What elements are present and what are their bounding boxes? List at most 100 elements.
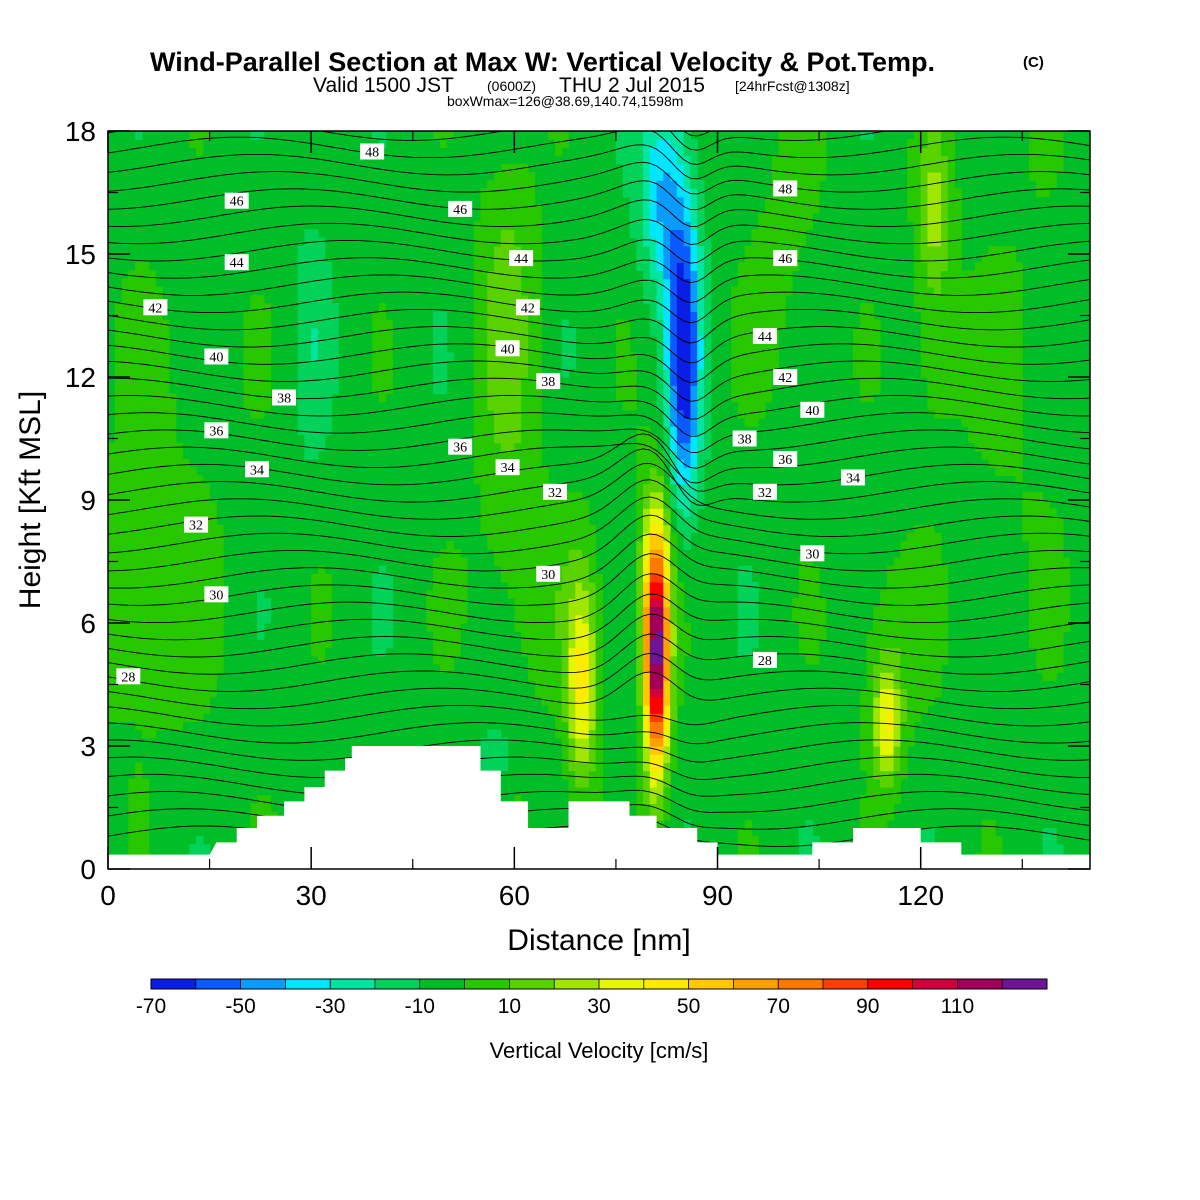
velocity-cell bbox=[121, 450, 129, 460]
velocity-cell bbox=[216, 664, 224, 673]
velocity-cell bbox=[331, 352, 339, 362]
velocity-cell bbox=[792, 614, 800, 624]
velocity-cell bbox=[250, 352, 258, 362]
velocity-cell bbox=[764, 262, 773, 271]
velocity-cell bbox=[433, 131, 441, 140]
velocity-cell bbox=[297, 409, 305, 419]
velocity-cell bbox=[805, 221, 813, 230]
velocity-cell bbox=[995, 368, 1003, 378]
velocity-cell bbox=[561, 319, 570, 329]
velocity-cell bbox=[155, 672, 163, 681]
velocity-cell bbox=[913, 631, 922, 640]
velocity-cell bbox=[988, 327, 996, 337]
velocity-cell bbox=[1035, 500, 1044, 509]
velocity-cell bbox=[913, 139, 922, 148]
velocity-cell bbox=[494, 426, 502, 435]
velocity-cell bbox=[676, 459, 685, 468]
velocity-cell bbox=[480, 418, 488, 427]
velocity-cell bbox=[900, 680, 908, 690]
velocity-cell bbox=[1029, 500, 1037, 509]
velocity-cell bbox=[554, 705, 563, 714]
velocity-cell bbox=[521, 524, 529, 534]
velocity-cell bbox=[927, 828, 935, 837]
velocity-cell bbox=[582, 590, 590, 599]
velocity-cell bbox=[135, 795, 143, 804]
velocity-cell bbox=[866, 737, 874, 747]
velocity-cell bbox=[859, 385, 868, 394]
velocity-cell bbox=[317, 319, 326, 329]
velocity-cell bbox=[534, 262, 543, 271]
velocity-cell bbox=[209, 647, 217, 657]
velocity-cell bbox=[439, 385, 448, 394]
velocity-cell bbox=[182, 483, 190, 493]
velocity-cell bbox=[893, 623, 901, 632]
velocity-cell bbox=[256, 131, 265, 140]
velocity-cell bbox=[636, 147, 644, 157]
velocity-cell bbox=[162, 672, 170, 681]
velocity-cell bbox=[480, 393, 488, 403]
velocity-cell bbox=[913, 664, 922, 673]
velocity-cell bbox=[859, 131, 868, 140]
velocity-cell bbox=[114, 639, 123, 649]
velocity-cell bbox=[1035, 491, 1044, 501]
velocity-cell bbox=[636, 245, 644, 255]
velocity-cell bbox=[168, 491, 177, 501]
velocity-cell bbox=[135, 762, 143, 772]
velocity-cell bbox=[372, 327, 380, 337]
velocity-cell bbox=[636, 655, 644, 665]
velocity-cell bbox=[196, 590, 204, 599]
velocity-cell bbox=[1035, 508, 1044, 517]
velocity-cell bbox=[907, 147, 915, 157]
velocity-cell bbox=[433, 377, 441, 386]
velocity-cell bbox=[534, 647, 543, 657]
velocity-cell bbox=[636, 787, 644, 796]
velocity-cell bbox=[873, 352, 881, 362]
velocity-cell bbox=[148, 483, 156, 493]
velocity-cell bbox=[141, 803, 150, 813]
velocity-cell bbox=[426, 598, 434, 608]
velocity-cell bbox=[812, 598, 820, 608]
velocity-cell bbox=[866, 327, 874, 337]
velocity-cell bbox=[703, 295, 712, 304]
velocity-cell bbox=[148, 664, 156, 673]
velocity-cell bbox=[554, 557, 563, 567]
velocity-cell bbox=[656, 811, 664, 821]
velocity-cell bbox=[676, 155, 685, 165]
velocity-cell bbox=[643, 286, 651, 296]
velocity-cell bbox=[690, 196, 698, 206]
velocity-cell bbox=[331, 336, 339, 345]
velocity-cell bbox=[311, 327, 319, 337]
velocity-cell bbox=[643, 221, 651, 230]
velocity-cell bbox=[155, 393, 163, 403]
velocity-cell bbox=[947, 155, 956, 165]
velocity-cell bbox=[480, 196, 488, 206]
velocity-cell bbox=[243, 336, 251, 345]
velocity-cell bbox=[981, 393, 990, 403]
velocity-cell bbox=[135, 352, 143, 362]
velocity-cell bbox=[785, 163, 793, 173]
velocity-cell bbox=[135, 639, 143, 649]
velocity-cell bbox=[521, 483, 529, 493]
velocity-cell bbox=[893, 614, 901, 624]
velocity-cell bbox=[521, 541, 529, 550]
velocity-cell bbox=[141, 729, 150, 739]
velocity-cell bbox=[873, 688, 881, 698]
velocity-cell bbox=[798, 598, 807, 608]
velocity-cell bbox=[595, 623, 603, 632]
velocity-cell bbox=[988, 459, 996, 468]
velocity-cell bbox=[317, 295, 326, 304]
velocity-cell bbox=[703, 344, 712, 353]
velocity-cell bbox=[527, 401, 536, 411]
velocity-cell bbox=[920, 352, 929, 362]
velocity-cell bbox=[297, 245, 305, 255]
velocity-cell bbox=[947, 172, 956, 181]
velocity-cell bbox=[141, 614, 150, 624]
velocity-cell bbox=[927, 598, 935, 608]
velocity-cell bbox=[311, 401, 319, 411]
velocity-cell bbox=[622, 401, 631, 411]
velocity-cell bbox=[595, 631, 603, 640]
velocity-cell bbox=[548, 647, 556, 657]
velocity-cell bbox=[920, 647, 929, 657]
velocity-cell bbox=[927, 573, 935, 583]
velocity-cell bbox=[568, 606, 576, 616]
